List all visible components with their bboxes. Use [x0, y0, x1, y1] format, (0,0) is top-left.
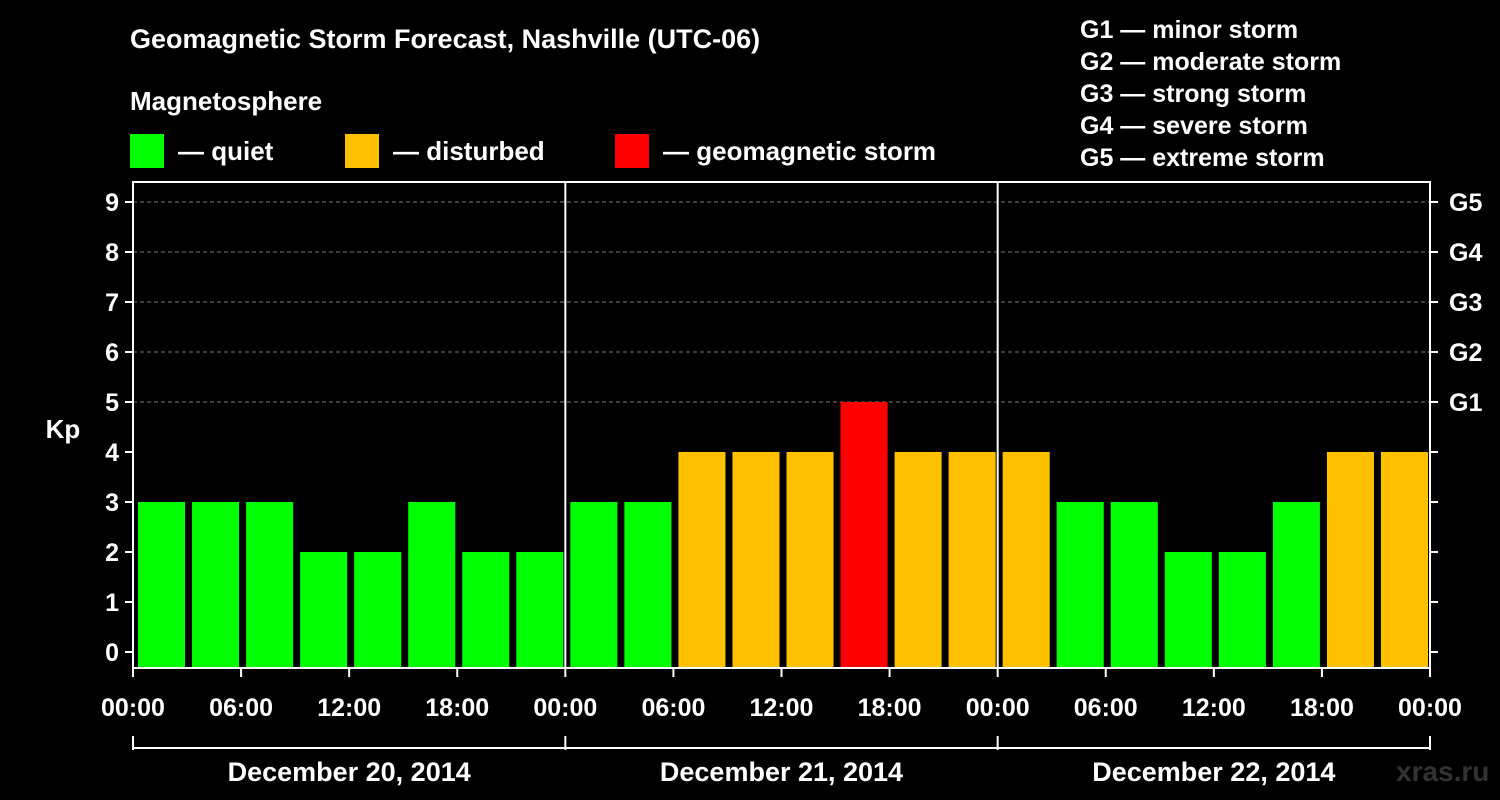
g-scale-label: G4: [1449, 239, 1482, 267]
kp-bar: [1326, 452, 1374, 668]
storm-scale-g5: G5 — extreme storm: [1080, 144, 1325, 172]
storm-scale-legend: G1 — minor storm G2 — moderate storm G3 …: [1080, 14, 1341, 174]
x-tick-label: 00:00: [1398, 694, 1462, 722]
kp-bar: [1380, 452, 1428, 668]
kp-bar: [1056, 502, 1104, 668]
x-tick-label: 00:00: [533, 694, 597, 722]
legend-label-disturbed: — disturbed: [393, 135, 545, 166]
kp-bar: [948, 452, 996, 668]
y-tick-label: 0: [105, 639, 119, 667]
kp-bar: [732, 452, 780, 668]
x-tick-label: 00:00: [966, 694, 1030, 722]
kp-bar: [192, 502, 240, 668]
kp-bar: [1110, 502, 1158, 668]
storm-scale-g1: G1 — minor storm: [1080, 16, 1299, 44]
legend-item-quiet: — quiet: [130, 134, 273, 168]
kp-bar: [678, 452, 726, 668]
x-tick-label: 06:00: [1074, 694, 1138, 722]
y-tick-label: 5: [105, 389, 119, 417]
watermark: xras.ru: [1396, 756, 1490, 787]
y-axis-title: Kp: [46, 414, 81, 444]
day-label: December 21, 2014: [660, 757, 903, 787]
y-tick-label: 9: [105, 189, 119, 217]
kp-bar: [1272, 502, 1320, 668]
x-tick-label: 18:00: [425, 694, 489, 722]
legend-swatch-disturbed: [345, 134, 379, 168]
day-label: December 20, 2014: [228, 757, 471, 787]
y-tick-label: 8: [105, 239, 119, 267]
day-label: December 22, 2014: [1092, 757, 1335, 787]
legend-swatch-quiet: [130, 134, 164, 168]
kp-bar: [624, 502, 672, 668]
g-scale-label: G3: [1449, 289, 1482, 317]
kp-bar: [786, 452, 834, 668]
y-tick-label: 6: [105, 339, 119, 367]
x-tick-label: 06:00: [641, 694, 705, 722]
g-scale-label: G1: [1449, 389, 1482, 417]
g-scale-label: G5: [1449, 189, 1482, 217]
y-tick-label: 2: [105, 539, 119, 567]
kp-bar: [138, 502, 186, 668]
kp-bar: [1218, 552, 1266, 668]
kp-bar: [462, 552, 510, 668]
y-tick-label: 3: [105, 489, 119, 517]
kp-bar: [1164, 552, 1212, 668]
storm-scale-g4: G4 — severe storm: [1080, 112, 1308, 140]
g-scale-label: G2: [1449, 339, 1482, 367]
kp-bar: [1002, 452, 1050, 668]
kp-bar: [408, 502, 456, 668]
y-tick-label: 7: [105, 289, 119, 317]
x-tick-label: 18:00: [1290, 694, 1354, 722]
legend-label-storm: — geomagnetic storm: [663, 135, 937, 166]
kp-bar: [570, 502, 618, 668]
storm-scale-g2: G2 — moderate storm: [1080, 48, 1342, 76]
kp-bar: [516, 552, 564, 668]
legend-label-quiet: — quiet: [178, 135, 274, 166]
x-tick-label: 00:00: [101, 694, 165, 722]
x-tick-label: 18:00: [858, 694, 922, 722]
storm-scale-g3: G3 — strong storm: [1080, 80, 1307, 108]
kp-bar: [894, 452, 942, 668]
kp-bar: [354, 552, 402, 668]
legend-item-disturbed: — disturbed: [345, 134, 545, 168]
chart-title: Geomagnetic Storm Forecast, Nashville (U…: [130, 24, 761, 54]
y-tick-label: 1: [105, 589, 119, 617]
x-tick-label: 12:00: [750, 694, 814, 722]
x-tick-label: 12:00: [1182, 694, 1246, 722]
legend-item-storm: — geomagnetic storm: [615, 134, 936, 168]
legend-heading: Magnetosphere: [130, 86, 323, 116]
legend-swatch-storm: [615, 134, 649, 168]
kp-bar: [840, 402, 888, 668]
kp-bar: [300, 552, 348, 668]
x-tick-label: 06:00: [209, 694, 273, 722]
x-tick-label: 12:00: [317, 694, 381, 722]
kp-bar: [246, 502, 294, 668]
y-tick-label: 4: [105, 439, 119, 467]
